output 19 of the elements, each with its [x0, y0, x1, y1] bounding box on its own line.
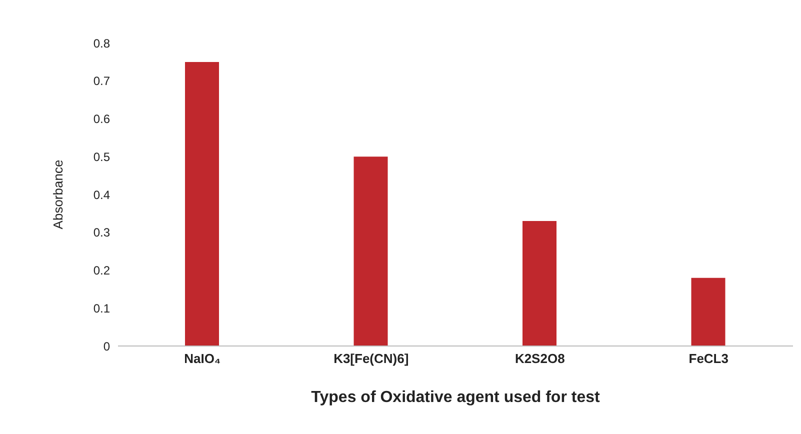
x-tick-label: K2S2O8 — [514, 351, 565, 366]
y-tick-label: 0.6 — [93, 112, 110, 126]
y-tick-label: 0.7 — [93, 74, 110, 88]
x-tick-label: FeCL3 — [688, 351, 728, 366]
x-axis-title: Types of Oxidative agent used for test — [311, 389, 600, 406]
y-tick-label: 0.5 — [93, 150, 110, 164]
y-tick-label: 0.2 — [93, 264, 110, 278]
bar — [354, 156, 388, 346]
y-tick-label: 0.3 — [93, 226, 110, 240]
y-axis-title: Absorbance — [50, 160, 66, 230]
y-tick-label: 0 — [103, 339, 110, 354]
x-tick-label: K3[Fe(CN)6] — [334, 351, 409, 366]
y-tick-label: 0.8 — [93, 36, 110, 50]
bar — [522, 221, 556, 346]
bar — [691, 278, 726, 346]
x-tick-label: NaIO₄ — [184, 351, 221, 366]
y-tick-label: 0.4 — [93, 188, 110, 202]
bar — [185, 62, 219, 346]
y-tick-label: 0.1 — [93, 301, 110, 316]
